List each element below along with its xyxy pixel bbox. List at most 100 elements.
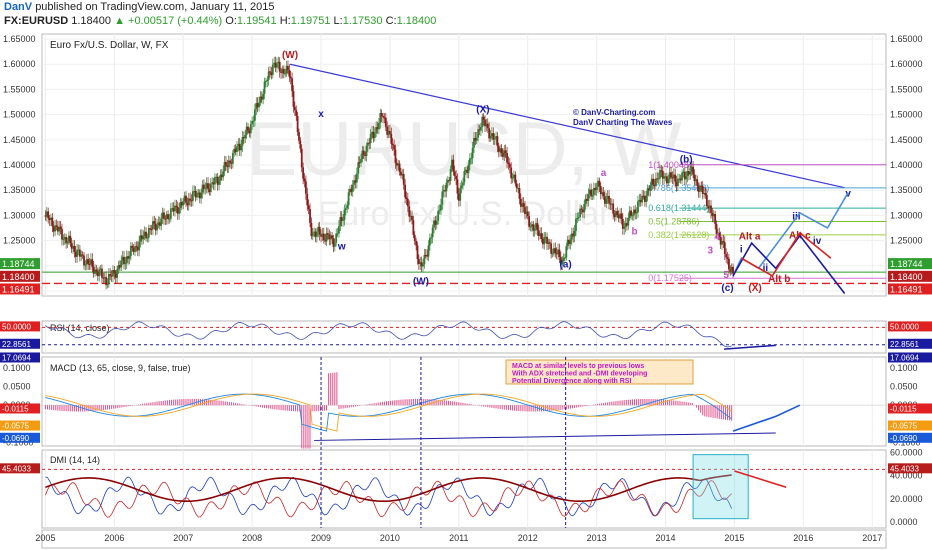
candle-body bbox=[635, 212, 638, 214]
candle-body bbox=[131, 245, 134, 248]
candle-body bbox=[543, 237, 546, 245]
candle-body bbox=[711, 212, 714, 217]
candle-body bbox=[559, 256, 562, 265]
x-tick-label: 2016 bbox=[793, 533, 813, 543]
candle-body bbox=[357, 162, 360, 174]
y-tick-label-right: 1.40000 bbox=[890, 160, 923, 170]
candle-body bbox=[107, 274, 110, 285]
candle-body bbox=[145, 231, 147, 239]
candle-body bbox=[81, 254, 84, 256]
candle-body bbox=[251, 121, 254, 125]
candle-body bbox=[368, 142, 371, 144]
candle-body bbox=[317, 226, 320, 232]
candle-body bbox=[525, 211, 528, 214]
candle-body bbox=[503, 150, 506, 157]
x-tick-label: 2007 bbox=[173, 533, 193, 543]
candle-body bbox=[314, 231, 317, 237]
candle-body bbox=[247, 126, 249, 131]
candle-body bbox=[291, 78, 293, 91]
candle-body bbox=[412, 220, 415, 235]
price-badge-right bbox=[888, 258, 932, 270]
candle-body bbox=[196, 193, 198, 198]
candle-body bbox=[586, 198, 588, 202]
candle-body bbox=[105, 277, 107, 286]
close-value: 1.18400 bbox=[396, 15, 437, 27]
candle-body bbox=[335, 233, 338, 243]
candle-body bbox=[707, 206, 710, 209]
x-tick-label: 2010 bbox=[380, 533, 400, 543]
wave-label: w bbox=[337, 242, 346, 253]
candle-body bbox=[343, 209, 346, 220]
low-value: 1.17530 bbox=[342, 15, 383, 27]
candle-body bbox=[423, 254, 426, 265]
candle-body bbox=[321, 233, 324, 237]
candle-body bbox=[78, 249, 81, 257]
macd-y-tick: 0.1000 bbox=[3, 363, 31, 373]
candle-body bbox=[73, 245, 76, 252]
candle-body bbox=[256, 103, 259, 108]
high-value: 1.19751 bbox=[290, 15, 331, 27]
candle-body bbox=[383, 117, 386, 119]
x-tick-label: 2015 bbox=[724, 533, 744, 543]
candle-body bbox=[587, 194, 590, 202]
candle-body bbox=[197, 192, 200, 194]
candle-body bbox=[205, 183, 208, 189]
candle-body bbox=[624, 223, 627, 227]
candle-body bbox=[153, 221, 156, 224]
author-link[interactable]: DanV bbox=[4, 1, 33, 13]
candle-body bbox=[83, 255, 85, 266]
candle-body bbox=[530, 224, 533, 227]
candle-body bbox=[240, 145, 243, 151]
candle-body bbox=[218, 180, 220, 185]
high-label: H: bbox=[279, 15, 291, 27]
x-tick-label: 2008 bbox=[242, 533, 262, 543]
candle-body bbox=[411, 215, 413, 221]
candle-body bbox=[186, 202, 189, 206]
candle-body bbox=[182, 201, 185, 206]
candle-body bbox=[674, 174, 677, 182]
candle-body bbox=[167, 214, 169, 219]
y-tick-label-right: 1.35000 bbox=[890, 185, 923, 195]
macd-badge-right-text: -0.0115 bbox=[890, 404, 917, 413]
candle-body bbox=[666, 176, 668, 184]
candle-body bbox=[339, 217, 342, 226]
candle-body bbox=[154, 223, 157, 231]
open-label: O: bbox=[225, 15, 237, 27]
candle-body bbox=[125, 256, 128, 263]
candle-body bbox=[136, 246, 139, 251]
candle-body bbox=[169, 208, 172, 219]
candle-body bbox=[395, 162, 398, 166]
candle-body bbox=[241, 136, 244, 146]
candle-body bbox=[223, 161, 226, 172]
candle-body bbox=[331, 235, 333, 239]
candle-body bbox=[672, 174, 675, 179]
candle-body bbox=[730, 266, 733, 272]
candle-body bbox=[84, 264, 87, 266]
candle-body bbox=[54, 225, 56, 232]
candle-body bbox=[514, 174, 517, 184]
candle-body bbox=[390, 133, 393, 144]
candle-body bbox=[387, 130, 390, 135]
candle-body bbox=[679, 178, 682, 181]
candle-body bbox=[714, 214, 717, 224]
candle-body bbox=[364, 154, 367, 157]
candle-body bbox=[225, 161, 227, 166]
x-tick-label: 2006 bbox=[104, 533, 124, 543]
candle-body bbox=[627, 217, 630, 226]
candle-body bbox=[546, 236, 548, 244]
candle-body bbox=[234, 148, 237, 152]
symbol-label[interactable]: FX:EURUSD bbox=[4, 15, 69, 27]
rsi-badge-right bbox=[888, 321, 932, 332]
dmi-y-tick-right: 20.0000 bbox=[890, 494, 923, 504]
candle-body bbox=[95, 269, 98, 272]
candle-body bbox=[102, 277, 105, 279]
candle-body bbox=[694, 179, 697, 182]
candle-body bbox=[630, 210, 632, 216]
candle-body bbox=[594, 188, 597, 191]
candle-body bbox=[255, 103, 258, 110]
price-badge-left bbox=[0, 258, 40, 270]
y-tick-label-right: 1.60000 bbox=[890, 59, 923, 69]
candle-body bbox=[382, 116, 384, 118]
candle-body bbox=[389, 130, 391, 134]
